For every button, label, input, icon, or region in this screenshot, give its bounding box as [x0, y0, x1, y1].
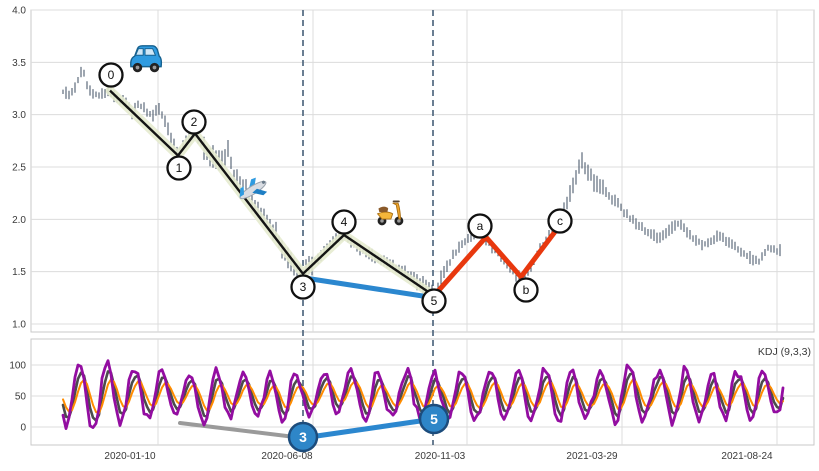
kdj-marker-label: 5 [430, 411, 438, 427]
impulse-line [109, 89, 435, 297]
panel-frames [30, 9, 815, 446]
wave-marker-label: c [557, 214, 563, 228]
plane-wing [252, 188, 268, 196]
wave-point-3: 3 [290, 274, 316, 300]
scooter-hubcap [397, 219, 401, 223]
wave-point-5: 5 [421, 288, 447, 314]
wave-marker-circle [547, 208, 573, 234]
kdj-marker-label: 3 [299, 429, 307, 445]
wave-marker-label: 2 [191, 115, 198, 129]
wave-marker-circle [331, 209, 357, 235]
correction-line [431, 225, 561, 299]
kdj-parallel-line [300, 416, 437, 441]
plane-fuselage [239, 180, 267, 200]
wave-marker-label: a [477, 219, 484, 233]
wave-point-b: b [513, 277, 539, 303]
wave-marker-circle [166, 155, 192, 181]
price-ytick-label: 3.0 [12, 110, 26, 121]
wave-point-0: 0 [98, 62, 124, 88]
wave-point-a: a [467, 213, 493, 239]
date-tick-label: 2021-03-29 [566, 451, 618, 462]
scooter-seat [378, 206, 389, 212]
wave-marker-circle [467, 213, 493, 239]
car-hubcap [135, 65, 140, 70]
plane-nose [261, 180, 266, 184]
car-window [134, 48, 144, 56]
wave-marker-circle [513, 277, 539, 303]
kdj-ytick-label: 100 [9, 361, 26, 372]
elliott-waves: 0 1 2 3 4 5 a b c [98, 62, 573, 314]
wave-point-4: 4 [331, 209, 357, 235]
kdj-markers: 35 [287, 403, 450, 453]
scooter-hubcap [380, 219, 384, 223]
kdj-title-group: KDJ (9,3,3) [758, 346, 811, 358]
kdj-marker-circle [287, 421, 319, 453]
kdj-trail-line [178, 421, 305, 440]
plane-tail [239, 186, 244, 198]
car-window [144, 48, 157, 56]
price-ytick-label: 2.5 [12, 163, 26, 174]
wave-marker-label: 0 [108, 68, 115, 82]
kdj-ytick-label: 50 [15, 392, 27, 403]
wave-marker-label: 5 [431, 294, 438, 308]
wave-marker-circle [290, 274, 316, 300]
kdj-params-label: KDJ (9,3,3) [758, 346, 811, 358]
wave-marker-circle [98, 62, 124, 88]
wave-marker-circle [181, 109, 207, 135]
airplane-icon [239, 177, 268, 200]
price-ytick-label: 3.5 [12, 58, 26, 69]
kdj-marker-5: 5 [418, 403, 450, 435]
kdj-marker-circle [418, 403, 450, 435]
airplane-rotated [239, 177, 268, 200]
wave-point-c: c [547, 208, 573, 234]
scooter-steer [392, 202, 402, 220]
wave-marker-label: 4 [341, 215, 348, 229]
date-tick-label: 2020-11-03 [415, 451, 466, 462]
kdj-marker-3: 3 [287, 421, 319, 453]
price-ytick-label: 1.5 [12, 267, 26, 278]
scooter-body [376, 211, 394, 220]
date-tick-label: 2021-08-24 [721, 451, 773, 462]
scooter-icon [376, 200, 404, 226]
wave-point-2: 2 [181, 109, 207, 135]
car-hubcap [152, 65, 157, 70]
kdj-ytick-label: 0 [20, 423, 26, 434]
wave-marker-circle [421, 288, 447, 314]
price-ytick-label: 1.0 [12, 320, 26, 331]
kdj-series [61, 359, 785, 441]
wave-marker-label: 3 [300, 280, 307, 294]
date-tick-label: 2020-06-08 [261, 451, 313, 462]
vehicle-icons [130, 45, 404, 226]
price-parallel-line [300, 275, 437, 301]
car-icon [130, 45, 163, 73]
date-tick-label: 2020-01-10 [104, 451, 156, 462]
wave-marker-label: b [523, 283, 530, 297]
price-ytick-label: 4.0 [12, 6, 26, 17]
price-ytick-label: 2.0 [12, 215, 26, 226]
wave-marker-label: 1 [176, 161, 183, 175]
wave-point-1: 1 [166, 155, 192, 181]
